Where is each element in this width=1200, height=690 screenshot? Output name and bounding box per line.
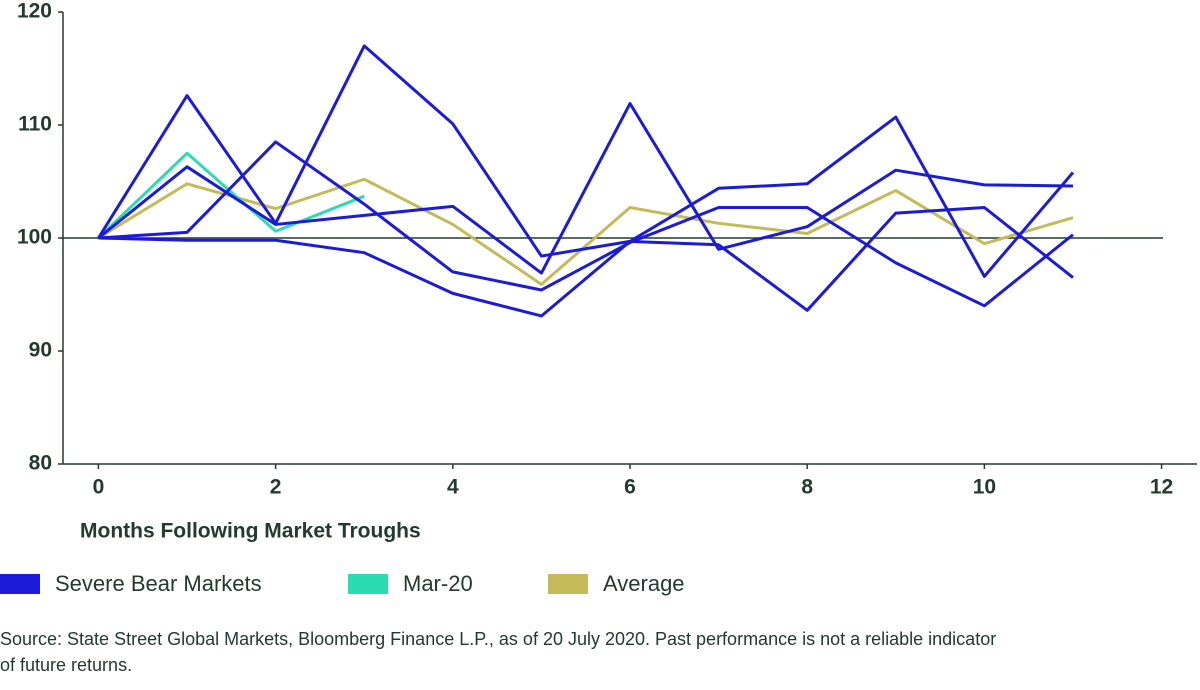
legend-swatch <box>348 574 388 594</box>
legend-label: Average <box>603 571 685 596</box>
legend-swatch <box>548 574 588 594</box>
y-tick-label: 90 <box>29 339 52 362</box>
x-tick-label: 6 <box>624 476 636 499</box>
legend-label: Mar-20 <box>403 571 473 596</box>
y-tick-label: 100 <box>17 226 52 249</box>
legend-label: Severe Bear Markets <box>55 571 262 596</box>
legend-swatch <box>0 574 40 594</box>
data-line <box>98 205 1074 318</box>
y-tick-label: 120 <box>17 0 52 23</box>
x-tick-label: 12 <box>1150 476 1173 499</box>
x-tick-label: 4 <box>447 476 459 499</box>
y-tick-label: 80 <box>29 452 52 475</box>
y-tick-label: 110 <box>18 113 52 136</box>
data-line <box>97 177 1074 286</box>
data-line <box>97 102 1073 275</box>
x-tick-label: 8 <box>801 476 813 499</box>
x-tick-label: 10 <box>973 476 996 499</box>
source-note: Source: State Street Global Markets, Blo… <box>0 629 996 649</box>
data-line <box>97 44 1075 278</box>
source-note: of future returns. <box>0 655 132 675</box>
x-tick-label: 2 <box>270 476 282 499</box>
data-line <box>98 140 1074 308</box>
x-tick-label: 0 <box>93 476 105 499</box>
x-axis-label: Months Following Market Troughs <box>80 520 421 543</box>
data-line <box>97 151 365 240</box>
